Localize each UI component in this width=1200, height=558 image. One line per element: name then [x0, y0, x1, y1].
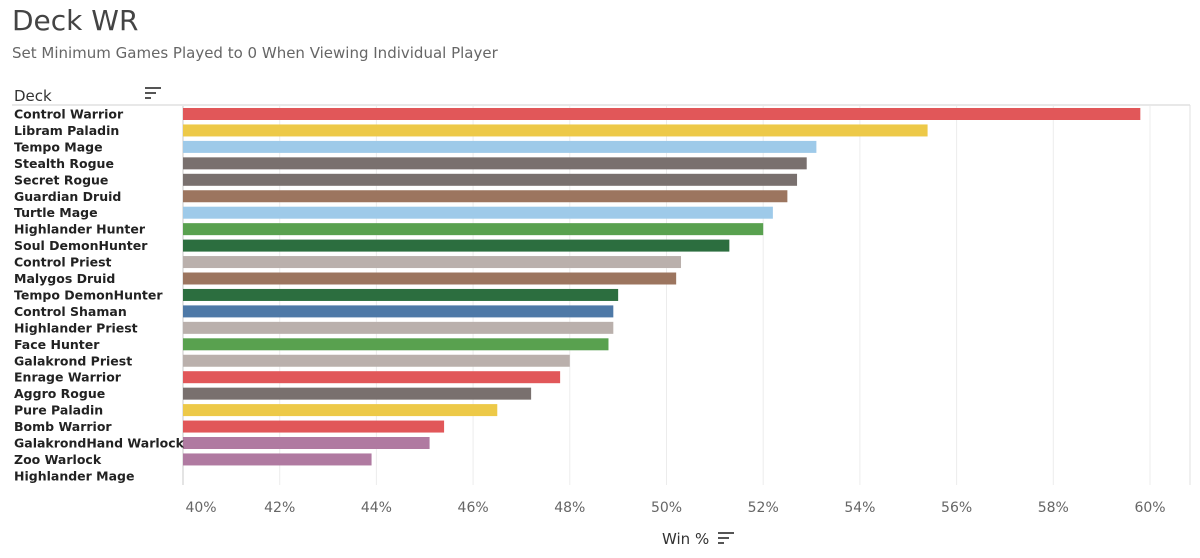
- bar: [183, 223, 764, 236]
- bar: [183, 338, 609, 351]
- bar: [183, 305, 614, 318]
- bar: [183, 437, 430, 449]
- category-label: Guardian Druid: [14, 189, 121, 204]
- bar: [183, 453, 372, 466]
- bar: [183, 190, 788, 203]
- chart-subtitle: Set Minimum Games Played to 0 When Viewi…: [12, 44, 498, 62]
- bar: [183, 404, 498, 417]
- x-axis-sort-icon[interactable]: [718, 531, 734, 545]
- x-tick-label: 54%: [844, 500, 875, 516]
- x-axis-label: Win %: [662, 530, 710, 548]
- x-tick-label: 52%: [748, 500, 779, 516]
- bar: [183, 354, 570, 367]
- bar: [183, 173, 798, 186]
- category-label: Soul DemonHunter: [14, 238, 148, 253]
- bar: [183, 206, 773, 219]
- bar: [183, 272, 677, 285]
- x-tick-label: 60%: [1134, 500, 1165, 516]
- deck-axis-header: Deck: [14, 87, 52, 105]
- chart-title: Deck WR: [12, 4, 139, 37]
- bar: [183, 288, 619, 301]
- category-label: Secret Rogue: [14, 172, 108, 187]
- category-label: Highlander Mage: [14, 468, 134, 483]
- category-label: Highlander Priest: [14, 320, 138, 335]
- bar: [183, 108, 1141, 120]
- category-label: Turtle Mage: [14, 205, 98, 220]
- category-label: Control Shaman: [14, 304, 127, 319]
- x-tick-label: 42%: [264, 500, 295, 516]
- category-label: Control Warrior: [14, 107, 124, 122]
- category-label: Galakrond Priest: [14, 353, 132, 368]
- bar: [183, 371, 561, 384]
- category-label: Zoo Warlock: [14, 452, 102, 467]
- category-label: Bomb Warrior: [14, 419, 112, 434]
- category-label: Aggro Rogue: [14, 386, 105, 401]
- deck-sort-icon[interactable]: [145, 86, 161, 100]
- category-label: Malygos Druid: [14, 271, 115, 286]
- category-label: GalakrondHand Warlock: [14, 436, 185, 451]
- x-tick-label: 56%: [941, 500, 972, 516]
- bar: [183, 124, 928, 137]
- bar: [183, 157, 807, 170]
- bar: [183, 321, 614, 334]
- bar: [183, 239, 730, 252]
- category-label: Highlander Hunter: [14, 222, 146, 237]
- bar: [183, 420, 445, 433]
- category-label: Face Hunter: [14, 337, 100, 352]
- category-label: Tempo DemonHunter: [14, 287, 163, 302]
- bar: [183, 140, 817, 153]
- category-label: Control Priest: [14, 255, 112, 270]
- x-tick-label: 46%: [458, 500, 489, 516]
- category-label: Pure Paladin: [14, 403, 103, 418]
- category-label: Tempo Mage: [14, 139, 103, 154]
- bar: [183, 256, 682, 269]
- category-label: Enrage Warrior: [14, 370, 122, 385]
- bar: [183, 387, 532, 400]
- x-tick-label: 50%: [651, 500, 682, 516]
- category-label: Libram Paladin: [14, 123, 119, 138]
- x-tick-label: 44%: [361, 500, 392, 516]
- x-tick-label: 58%: [1038, 500, 1069, 516]
- x-tick-label: 40%: [185, 500, 216, 516]
- category-label: Stealth Rogue: [14, 156, 114, 171]
- x-tick-label: 48%: [554, 500, 585, 516]
